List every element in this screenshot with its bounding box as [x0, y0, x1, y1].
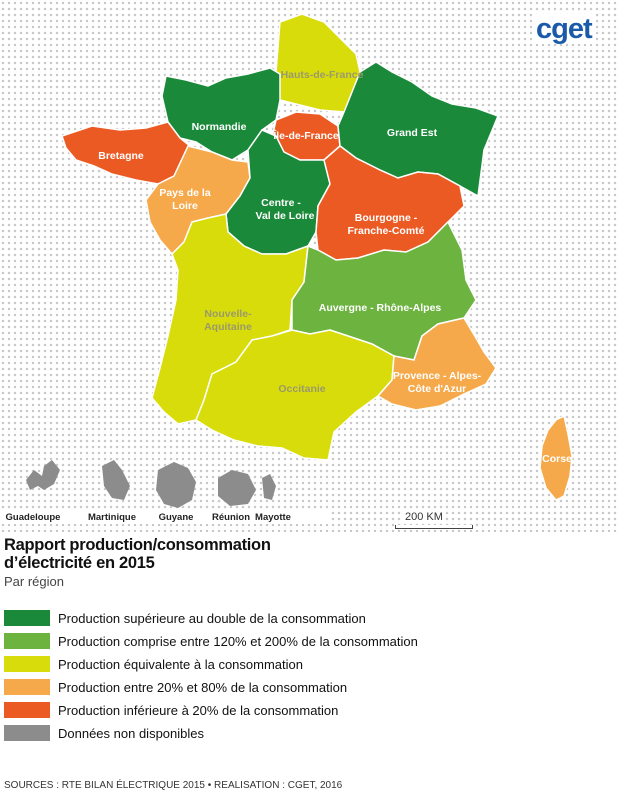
label-nouvelle-aquitaine-1: Nouvelle- [204, 308, 252, 320]
legend-item: Production comprise entre 120% et 200% d… [4, 632, 418, 650]
label-centre-2: Val de Loire [256, 210, 315, 222]
label-hauts-de-france: Hauts-de-France [281, 69, 364, 81]
legend-label: Données non disponibles [58, 725, 204, 741]
title-line-2: d’électricité en 2015 [4, 554, 155, 572]
map-subtitle: Par région [4, 574, 64, 589]
label-bretagne: Bretagne [98, 150, 144, 162]
map-area: Hauts-de-France Normandie Île-de-France … [0, 0, 619, 532]
label-pays-de-la-loire-1: Pays de la [159, 187, 211, 199]
label-bourgogne-1: Bourgogne - [355, 212, 418, 224]
overseas-reunion[interactable] [218, 470, 256, 506]
map-title: Rapport production/consommation d’électr… [4, 536, 271, 572]
label-mayotte: Mayotte [255, 512, 291, 523]
legend-label: Production équivalente à la consommation [58, 656, 303, 672]
legend-item: Production équivalente à la consommation [4, 655, 303, 673]
label-grand-est: Grand Est [387, 127, 438, 139]
label-occitanie: Occitanie [278, 383, 325, 395]
legend-swatch-yellow [4, 656, 50, 672]
label-ile-de-france: Île-de-France [272, 129, 339, 142]
legend-item: Production inférieure à 20% de la consom… [4, 701, 338, 719]
label-paca-1: Provence - Alpes- [393, 370, 482, 382]
legend-item: Données non disponibles [4, 724, 204, 742]
region-corse[interactable] [539, 414, 573, 501]
overseas-label-backdrop [0, 509, 330, 524]
legend-label: Production comprise entre 120% et 200% d… [58, 633, 418, 649]
label-normandie: Normandie [192, 121, 247, 133]
overseas-martinique[interactable] [102, 460, 130, 500]
label-nouvelle-aquitaine-2: Aquitaine [204, 321, 252, 333]
overseas-mayotte[interactable] [262, 474, 276, 500]
title-line-1: Rapport production/consommation [4, 536, 271, 554]
region-centre-val-de-loire[interactable] [225, 129, 331, 255]
legend-label: Production entre 20% et 80% de la consom… [58, 679, 348, 695]
legend-swatch-grey [4, 725, 50, 741]
label-guyane: Guyane [159, 512, 194, 523]
label-bourgogne-2: Franche-Comté [347, 225, 424, 237]
legend-swatch-light-orange [4, 679, 50, 695]
region-normandie[interactable] [161, 67, 281, 161]
legend-swatch-light-green [4, 633, 50, 649]
label-martinique: Martinique [88, 512, 136, 523]
scale-bar [395, 525, 473, 529]
legend-label: Production inférieure à 20% de la consom… [58, 702, 339, 718]
cget-logo: cget [532, 14, 596, 44]
label-paca-2: Côte d'Azur [408, 383, 467, 395]
overseas-guadeloupe[interactable] [26, 460, 60, 490]
france-region-map: Hauts-de-France Normandie Île-de-France … [0, 13, 573, 524]
legend-item: Production entre 20% et 80% de la consom… [4, 678, 347, 696]
legend-swatch-dark-green [4, 610, 50, 626]
overseas-guyane[interactable] [156, 462, 196, 508]
label-corse: Corse [542, 453, 572, 465]
legend-label: Production supérieure au double de la co… [58, 610, 366, 626]
label-auvergne-rhone-alpes: Auvergne - Rhône-Alpes [319, 302, 442, 314]
region-occitanie[interactable] [195, 329, 395, 461]
sources-credit: SOURCES : RTE BILAN ÉLECTRIQUE 2015 • RE… [4, 780, 343, 791]
label-centre-1: Centre - [261, 197, 301, 209]
label-guadeloupe: Guadeloupe [6, 512, 61, 523]
region-paca[interactable] [376, 317, 497, 411]
label-reunion: Réunion [212, 512, 250, 523]
region-hauts-de-france[interactable] [275, 13, 361, 113]
legend-swatch-red-orange [4, 702, 50, 718]
scale-label: 200 KM [403, 511, 445, 523]
label-pays-de-la-loire-2: Loire [172, 200, 198, 212]
legend-item: Production supérieure au double de la co… [4, 609, 366, 627]
